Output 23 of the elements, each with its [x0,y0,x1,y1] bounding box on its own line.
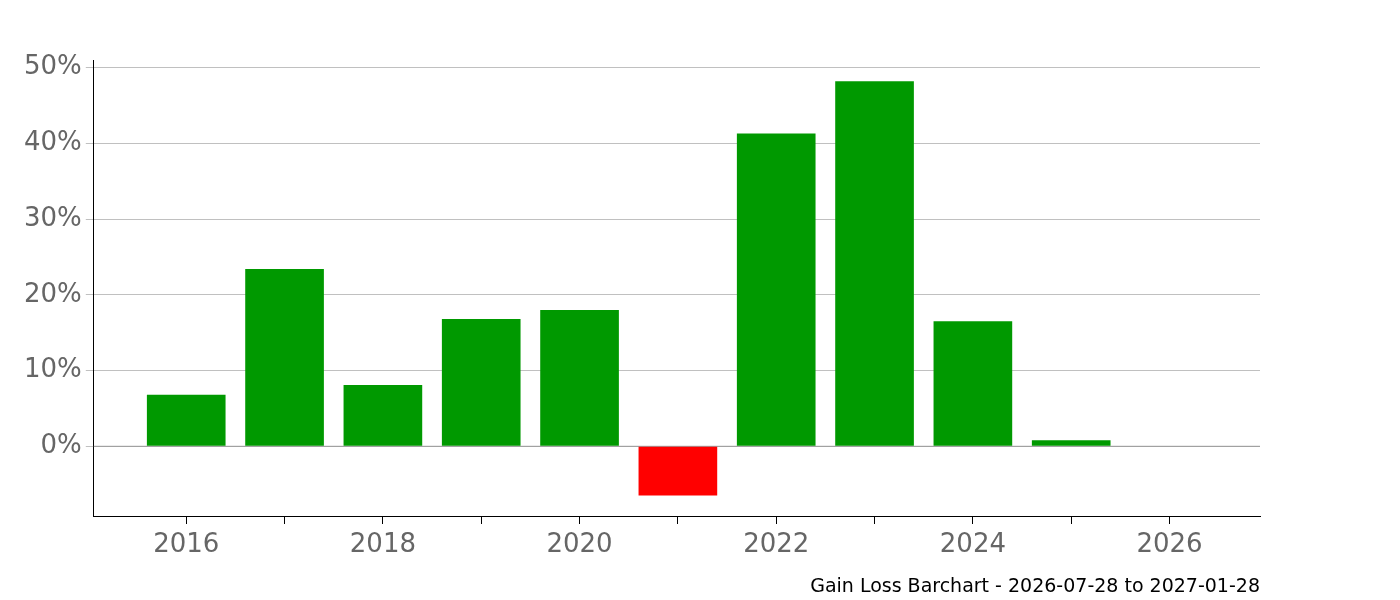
bar [835,81,914,446]
bar [933,321,1013,446]
y-tick-label: 20% [23,277,82,308]
x-tick-label: 2016 [153,528,220,559]
y-tick-label: 10% [23,353,82,384]
y-tick-label: 50% [23,50,82,81]
bar [540,309,619,446]
x-tick-label: 2022 [743,528,810,559]
x-tick-label: 2026 [1136,528,1203,559]
y-tick-label: 40% [23,126,82,157]
x-tick-label: 2018 [349,528,416,559]
x-tick-label: 2020 [546,528,613,559]
y-tick-label: 30% [23,201,82,232]
bar [736,133,816,446]
bar [245,269,324,446]
bar [146,394,226,446]
bar [441,319,521,446]
x-tick-label: 2024 [939,528,1006,559]
text: Gain Loss Barchart - 2026-07-28 to 2027-01-28 [810,573,1260,596]
bar [343,384,423,446]
bar [1031,440,1111,446]
y-tick-label: 0% [40,429,82,460]
bar [638,446,718,496]
